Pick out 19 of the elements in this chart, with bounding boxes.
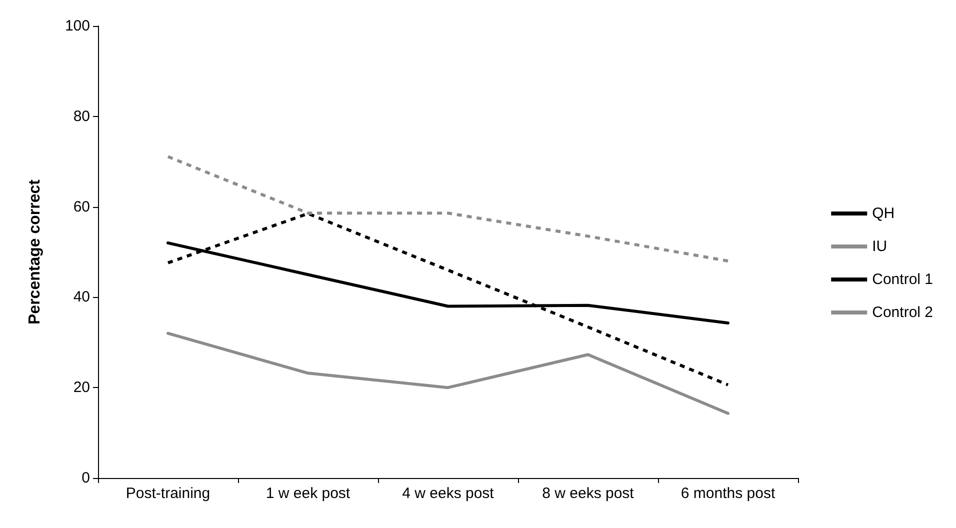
y-axis-title: Percentage correct [26,178,44,324]
x-tick-label: 4 w eeks post [402,485,495,502]
line-series [166,212,730,386]
x-tick-label: 8 w eeks post [542,485,635,502]
y-tick-label: 100 [64,18,90,34]
line-series [166,332,730,415]
legend-label: IU [872,238,888,255]
legend-label: Control 1 [872,271,934,288]
line-series [166,155,730,263]
y-tick-label: 80 [73,108,90,125]
x-tick-label: Post-training [126,485,210,502]
y-tick-label: 60 [73,198,90,216]
x-tick-label: 6 months post [680,485,776,502]
legend-label: QH [872,205,895,222]
legend-label: Control 2 [872,304,934,321]
y-tick-label: 40 [73,288,90,306]
x-tick-label: 1 w eek post [266,485,351,502]
y-tick-label: 20 [73,379,90,396]
y-tick-label: 0 [82,470,90,486]
